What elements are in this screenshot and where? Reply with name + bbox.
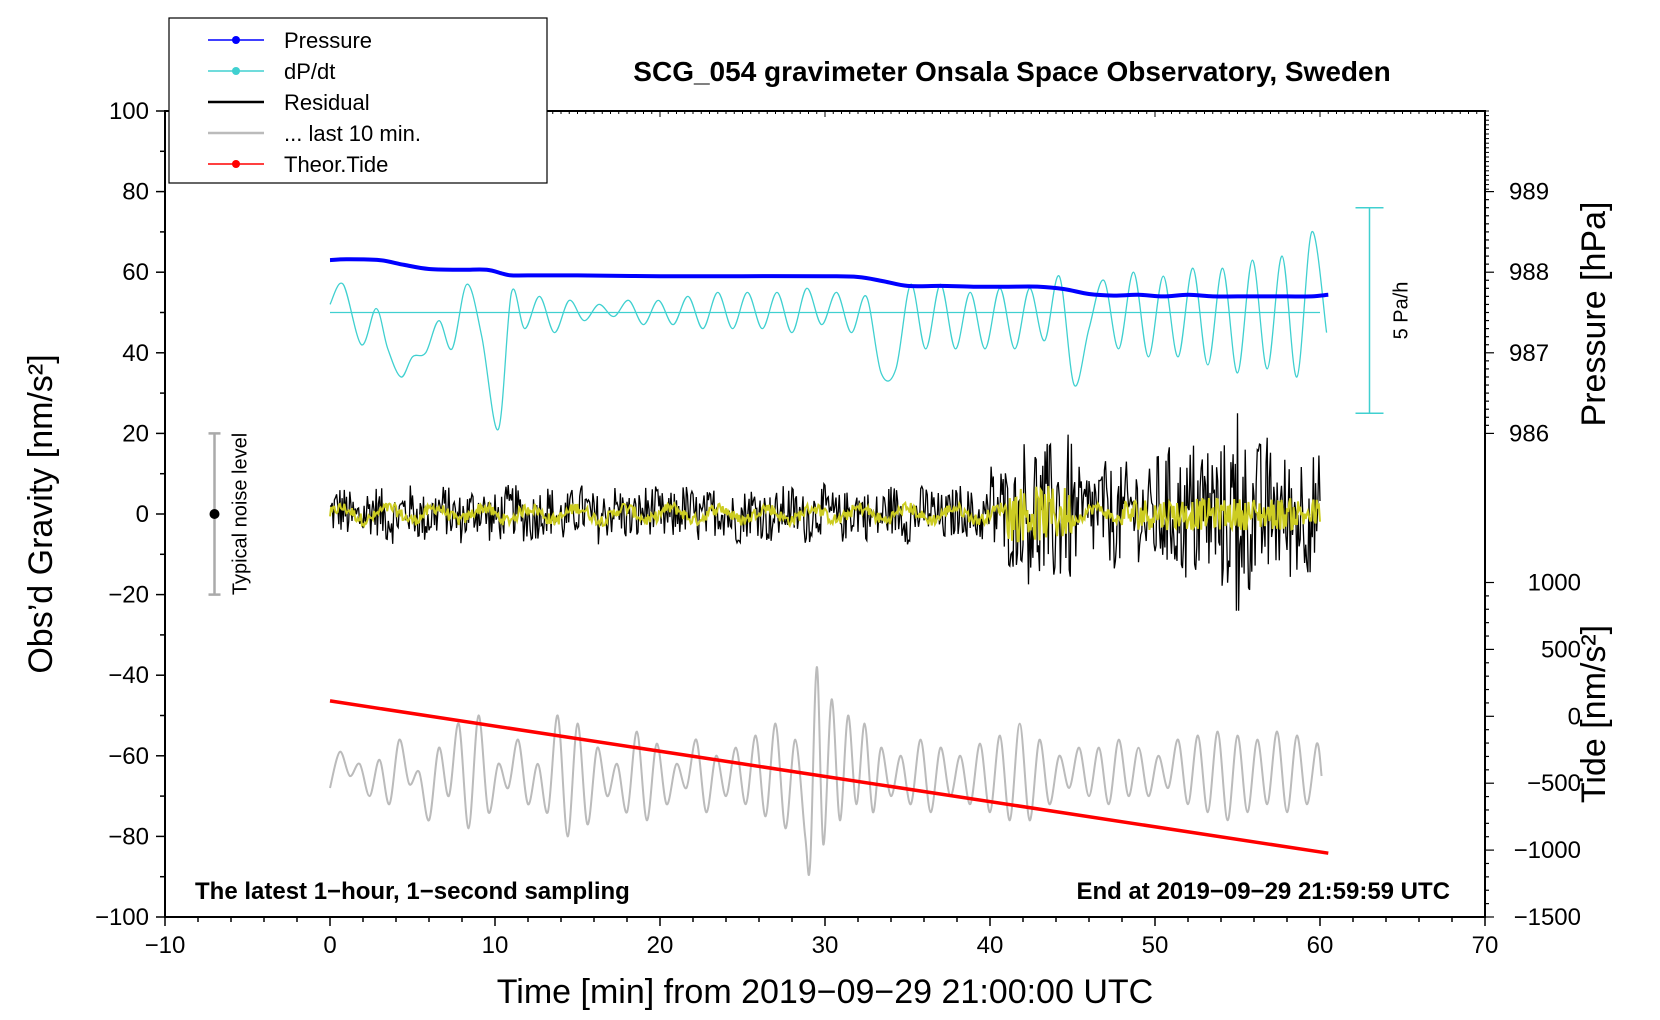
legend-box (168, 17, 548, 184)
x-tick-label: 70 (1472, 932, 1499, 959)
x-tick-label: 10 (482, 932, 509, 959)
y-axis-title-pressure: Pressure [hPa] (1575, 202, 1613, 427)
pressure-tick-label: 988 (1509, 259, 1549, 286)
pressure-tick-label: 986 (1509, 420, 1549, 447)
tide-tick-label: −1500 (1514, 904, 1581, 931)
x-tick-label: 50 (1142, 932, 1169, 959)
annotation-end-time: End at 2019−09−29 21:59:59 UTC (1076, 878, 1450, 905)
y-tick-label: −60 (108, 743, 149, 770)
legend-label-pressure: Pressure (284, 28, 372, 53)
noise-level-label: Typical noise level (230, 433, 252, 595)
noise-bar-dot (209, 509, 220, 519)
x-tick-label: 30 (812, 932, 839, 959)
y-tick-label: −20 (108, 582, 149, 609)
series-layer (208, 206, 1384, 876)
tide-line (329, 699, 1329, 855)
x-tick-label: −10 (145, 932, 186, 959)
tide-tick-label: −1000 (1514, 837, 1581, 864)
legend-label-residual: Residual (284, 90, 370, 115)
legend-label-tide: Theor.Tide (284, 152, 388, 177)
y-tick-label: 0 (136, 501, 149, 528)
y-tick-label: −40 (108, 662, 149, 689)
tide-tick-label: −500 (1527, 770, 1581, 797)
x-tick-label: 0 (323, 932, 336, 959)
y-tick-label: 60 (122, 259, 149, 286)
y-tick-label: 40 (122, 340, 149, 367)
y-tick-label: 20 (122, 420, 149, 447)
x-axis-title: Time [min] from 2019−09−29 21:00:00 UTC (497, 973, 1153, 1011)
dpdt-line (329, 231, 1328, 431)
legend-marker-dpdt (232, 67, 240, 75)
ticks-layer (156, 110, 1494, 926)
y-tick-label: −80 (108, 823, 149, 850)
x-tick-label: 20 (647, 932, 674, 959)
residual-filtered-line (329, 485, 1321, 543)
legend: Pressure dP/dt Residual ... last 10 min.… (168, 17, 548, 184)
y-tick-label: 100 (109, 98, 149, 125)
annotation-sampling: The latest 1−hour, 1−second sampling (195, 878, 630, 905)
legend-entry-dpdt: dP/dt (208, 59, 335, 84)
y-axis-title-left: Obs’d Gravity [nm/s²] (22, 354, 60, 673)
legend-label-dpdt: dP/dt (284, 59, 335, 84)
tide-tick-label: 0 (1568, 703, 1581, 730)
legend-entry-pressure: Pressure (208, 28, 372, 53)
y-tick-label: −100 (95, 904, 149, 931)
tide-tick-label: 1000 (1528, 570, 1581, 597)
y-tick-label: 80 (122, 179, 149, 206)
x-tick-label: 40 (977, 932, 1004, 959)
chart-title: SCG_054 gravimeter Onsala Space Observat… (633, 56, 1390, 87)
residual-line (329, 413, 1321, 611)
tick-labels-layer: −10 0 10 20 30 40 50 60 70100806040200−20−40−60−… (95, 98, 1581, 959)
legend-entry-last10: ... last 10 min. (208, 121, 421, 146)
legend-entry-residual: Residual (208, 90, 370, 115)
x-tick-label: 60 (1307, 932, 1334, 959)
last10-line (329, 666, 1323, 876)
scale-bar-label: 5 Pa/h (1391, 282, 1413, 340)
pressure-line (329, 257, 1329, 299)
legend-label-last10: ... last 10 min. (284, 121, 421, 146)
pressure-tick-label: 989 (1509, 179, 1549, 206)
legend-marker-tide (232, 160, 240, 168)
legend-marker-pressure (232, 36, 240, 44)
legend-entry-tide: Theor.Tide (208, 152, 388, 177)
y-axis-title-tide: Tide [nm/s²] (1575, 625, 1613, 803)
pressure-tick-label: 987 (1509, 340, 1549, 367)
tide-tick-label: 500 (1541, 636, 1581, 663)
